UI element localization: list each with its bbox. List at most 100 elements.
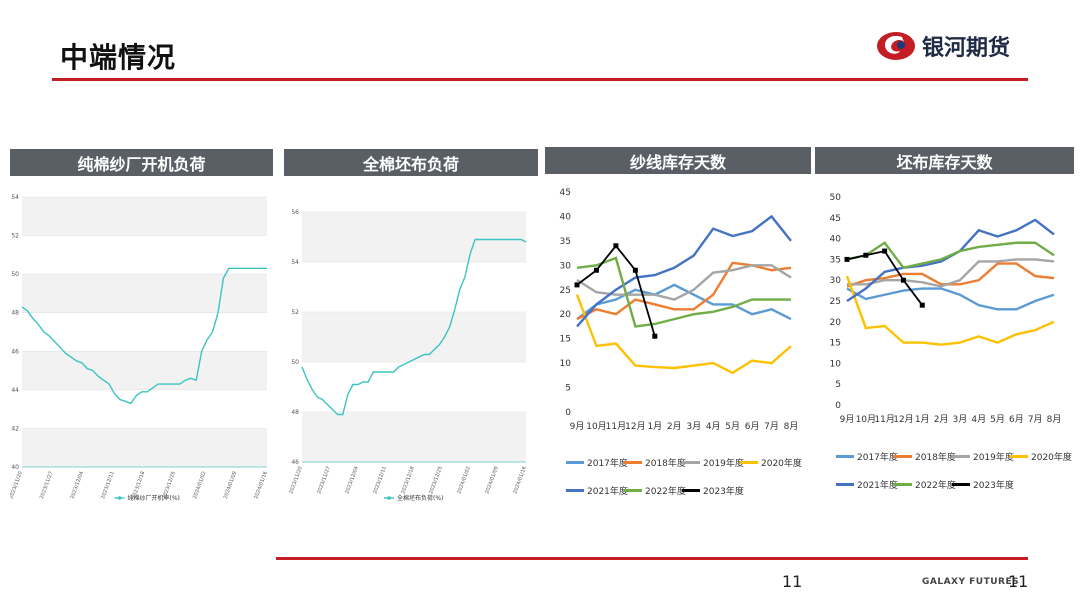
legend-swatch [740,461,758,464]
legend-label: 2017年度 [857,453,898,463]
series-marker [632,267,638,273]
legend-item: 2018年度 [624,456,686,469]
legend-label: 2018年度 [915,453,956,463]
grid-band [22,235,267,275]
series-line [576,283,792,321]
legend-label: 2017年度 [587,459,628,469]
chart-yarn-inventory-days: 0 5 10 15 20 25 30 35 40 45 9月 10月 11月 12月 1月 2月 3月 4月 5月 6… [560,188,799,432]
page-number: 11 [782,572,803,591]
x-tick-label: 3月 [686,421,701,432]
legend-label: 2018年度 [645,459,686,469]
series-marker [593,267,599,273]
series-line [21,267,267,405]
legend-label: 2022年度 [645,487,686,497]
x-tick-label: 12月 [893,414,913,425]
x-tick-label: 2023/11/20 [288,466,303,495]
y-tick-label: 54 [11,194,19,201]
series-marker [882,248,888,254]
legend-label: 2020年度 [761,459,802,469]
y-tick-label: 56 [291,209,299,216]
legend-label: 2021年度 [587,487,628,497]
series-marker [574,282,580,288]
y-tick-label: 52 [11,233,19,240]
series-marker [652,333,658,339]
series-line [845,275,1055,346]
legend-swatch [1010,455,1028,458]
legend-item: 2022年度 [624,484,686,497]
x-tick-label: 1月 [915,414,930,425]
x-tick-label: 2023/12/18 [400,466,415,495]
x-tick-label: 2023/11/20 [10,471,24,500]
y-tick-label: 50 [291,359,299,366]
panel-header-label: 全棉坯布负荷 [362,154,459,174]
legend-item: 2020年度 [740,456,802,469]
footer-page-number: 11 [1008,572,1029,591]
series-line [301,238,527,416]
x-tick-label: 2月 [667,421,682,432]
legend-marker [117,496,122,500]
legend-item: 2022年度 [894,478,956,491]
legend-swatch [894,483,912,486]
x-tick-label: 2023/12/11 [100,471,115,500]
grid-band [22,389,267,429]
legend-label: 全棉坯布负荷(%) [397,494,443,502]
y-tick-label: 25 [560,286,571,296]
y-tick-label: 5 [565,384,571,394]
y-tick-label: 48 [291,409,299,416]
legend-swatch [836,483,854,486]
x-tick-label: 2月 [934,414,949,425]
y-tick-label: 15 [560,335,571,345]
y-tick-label: 46 [291,459,299,466]
legend-item: 2021年度 [566,484,628,497]
x-tick-label: 10月 [856,414,876,425]
x-tick-label: 2024/01/02 [456,466,471,495]
x-tick-label: 2024/01/16 [253,471,268,500]
y-tick-label: 44 [11,387,19,394]
x-tick-label: 2023/12/04 [70,471,85,500]
legend-item: 2018年度 [894,450,956,463]
y-tick-label: 10 [560,359,572,369]
y-tick-label: 10 [830,359,842,369]
y-tick-label: 30 [560,261,572,271]
x-tick-label: 5月 [725,421,740,432]
legend-item: 2019年度 [952,450,1014,463]
x-tick-label: 2023/12/25 [428,466,443,495]
series-line [576,264,792,301]
legend-greige-inventory: 2017年度 2018年度 2019年度 2020年度 2021年度 2022年度 2023… [836,450,1074,491]
grid-band [302,212,526,262]
header-rule [52,78,1028,81]
legend-item: 2017年度 [836,450,898,463]
y-tick-label: 20 [560,310,572,320]
legend-label: 2019年度 [973,453,1014,463]
legend-item: 2021年度 [836,478,898,491]
x-tick-label: 8月 [784,421,799,432]
legend-marker [387,496,391,500]
y-tick-label: 20 [830,318,842,328]
x-tick-label: 2023/11/27 [39,471,54,500]
x-tick-label: 6月 [1009,414,1024,425]
legend-swatch [682,461,700,464]
panel-header-yarn-inventory: 纱线库存天数 [545,147,811,174]
y-tick-label: 50 [830,193,842,203]
x-tick-label: 4月 [971,414,986,425]
x-tick-label: 2024/01/09 [223,471,238,500]
panel-header-greige-inventory: 坯布库存天数 [815,147,1074,174]
chart-yarn-mill-load: 40 42 44 46 48 50 52 54 2023/11/20 2023/11/27 2023… [10,194,269,502]
galaxy-logo-icon [877,32,915,60]
legend-yarn-inventory: 2017年度 2018年度 2019年度 2020年度 2021年度 2022年度 2023… [566,456,811,497]
y-tick-label: 0 [565,408,571,418]
y-tick-label: 45 [830,214,841,224]
y-tick-label: 40 [11,464,19,471]
grid-band [22,274,267,313]
series-marker [863,252,869,258]
legend-label: 2021年度 [857,481,898,491]
legend-swatch [566,489,584,492]
x-tick-label: 2023/11/27 [316,466,331,495]
series-line [846,287,1055,311]
legend-swatch [624,461,642,464]
x-tick-label: 2024/01/16 [512,466,527,495]
series-line [847,258,1055,288]
series-line [846,241,1055,270]
legend-item: 2019年度 [682,456,744,469]
